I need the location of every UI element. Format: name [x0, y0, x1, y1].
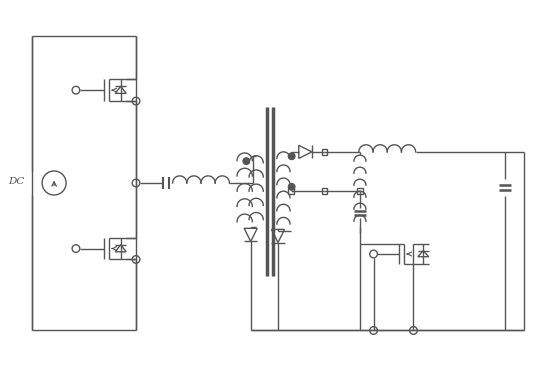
Circle shape — [289, 153, 295, 160]
Bar — [357, 188, 363, 194]
Text: DC: DC — [8, 177, 24, 186]
Circle shape — [243, 158, 250, 164]
Bar — [289, 188, 294, 194]
Bar — [322, 188, 327, 194]
Circle shape — [289, 183, 295, 190]
Bar — [322, 149, 327, 154]
